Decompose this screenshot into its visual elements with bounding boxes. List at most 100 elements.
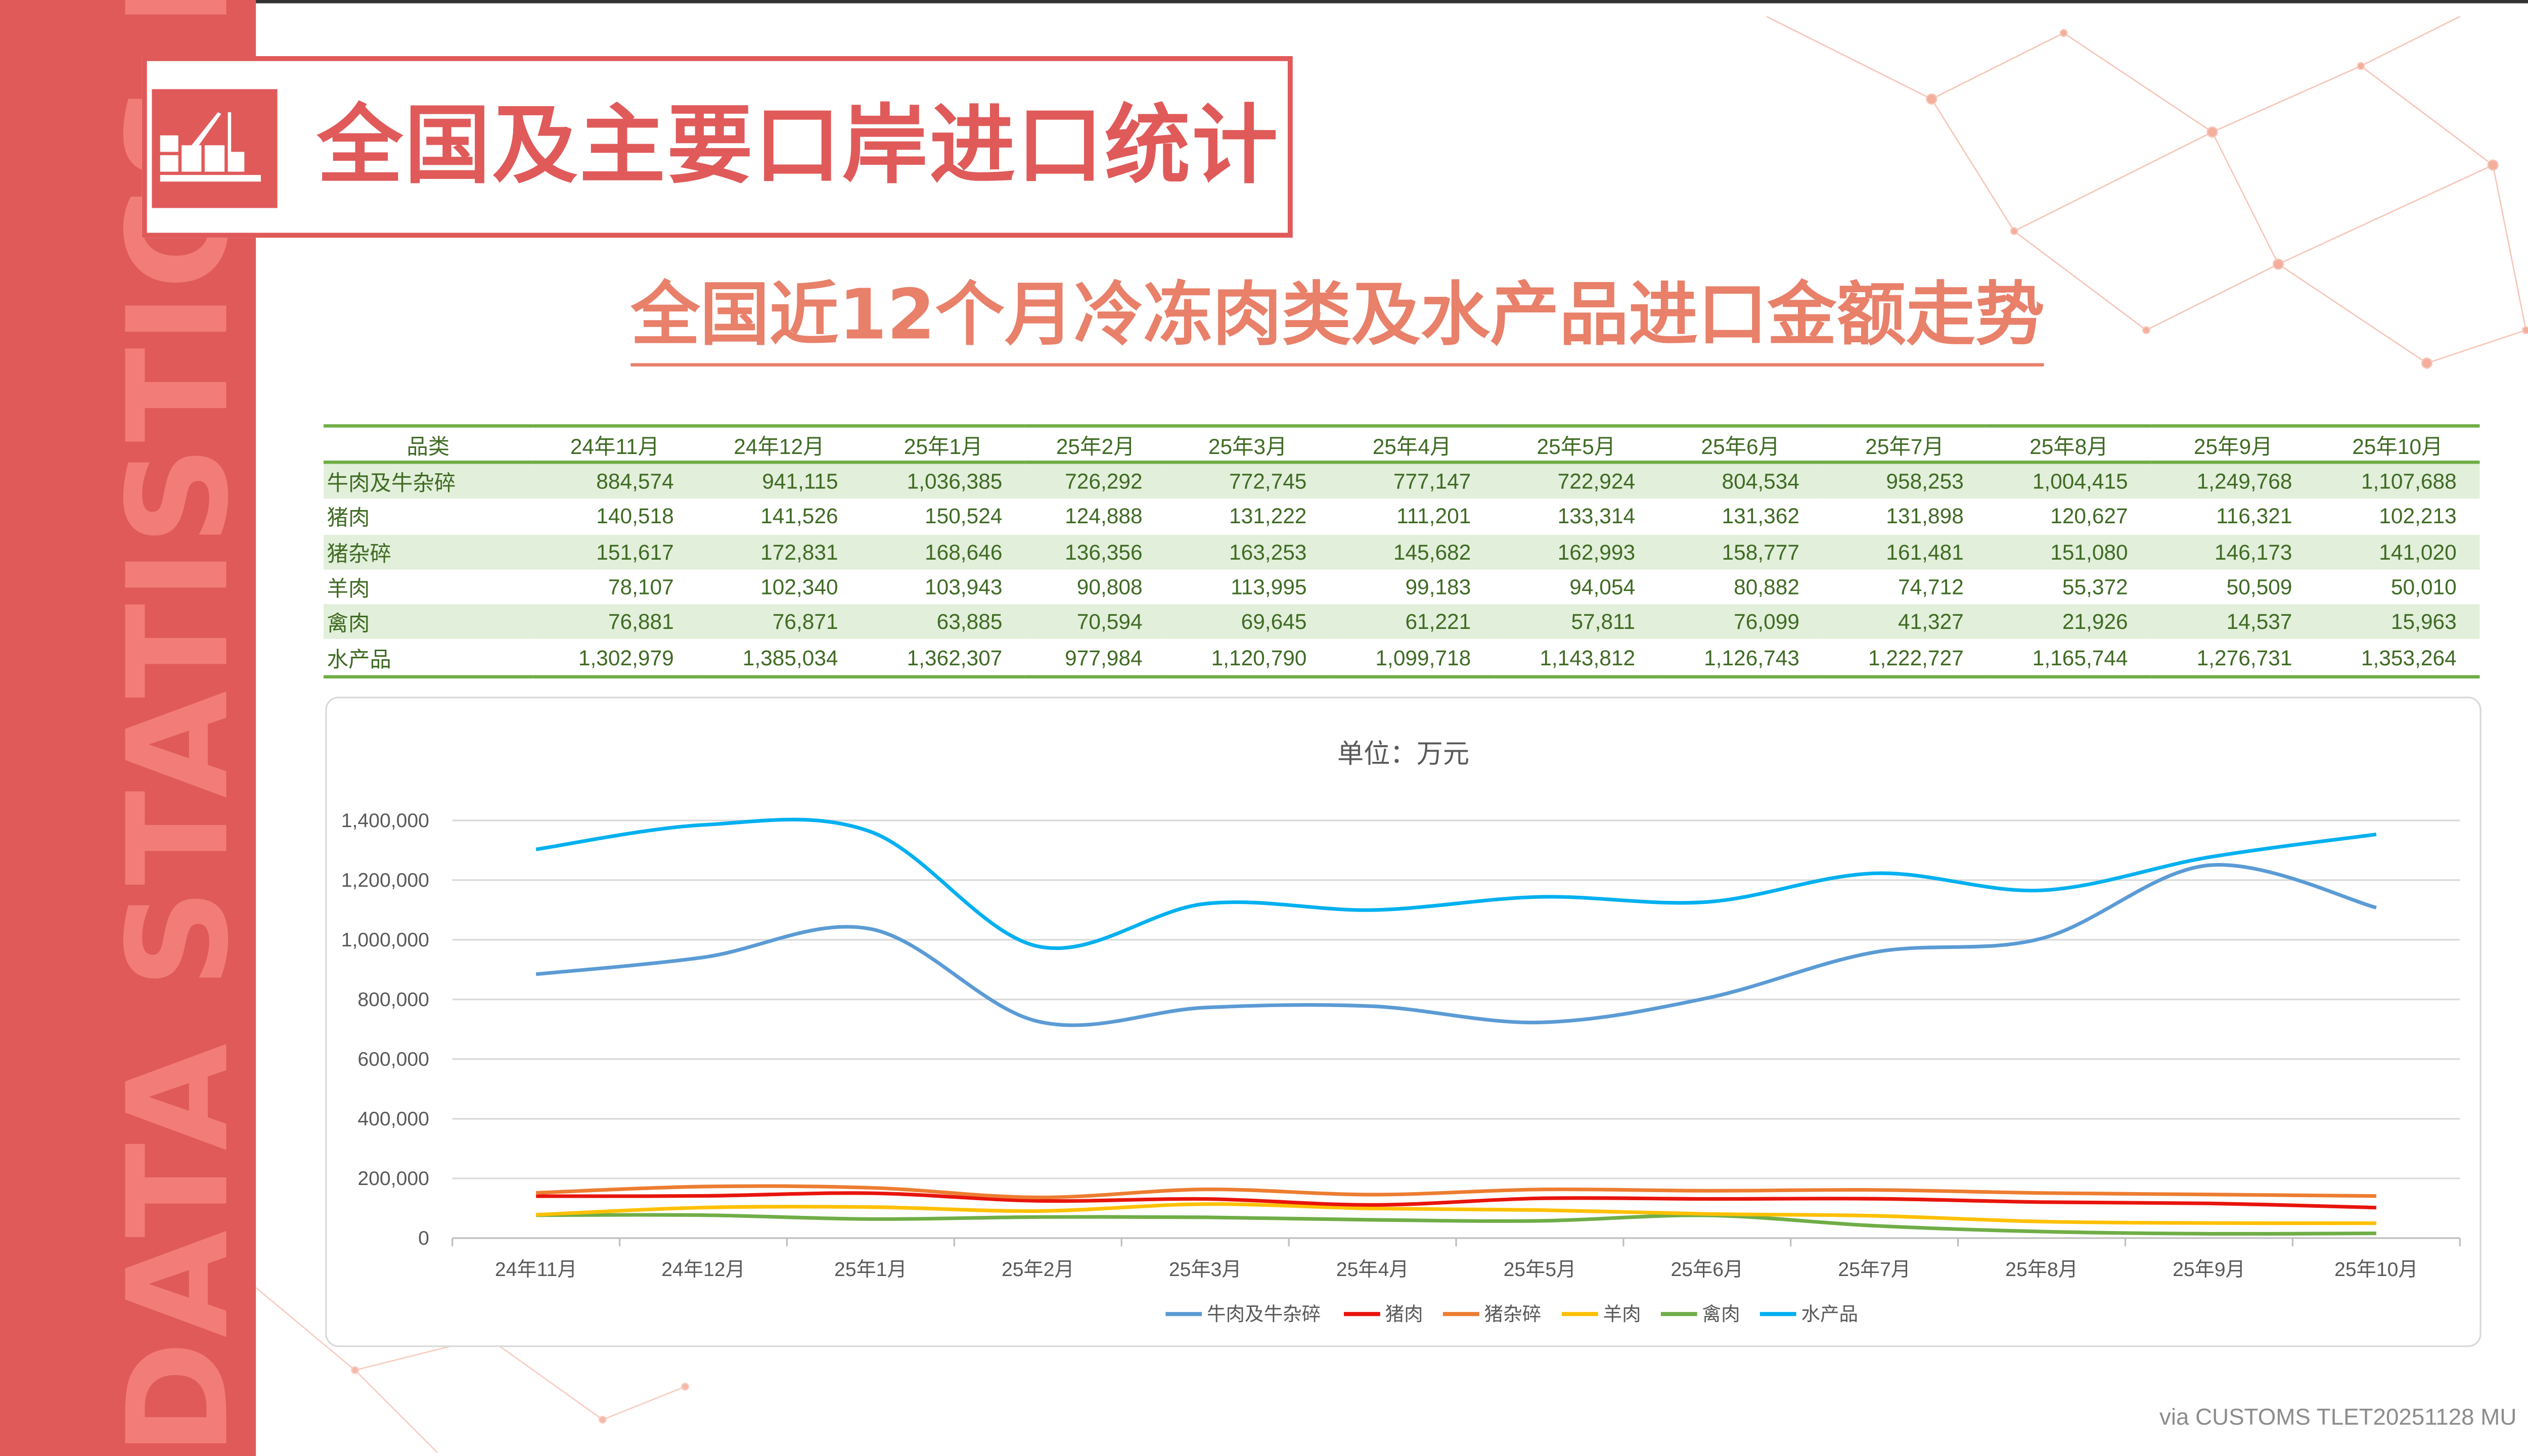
table-cell: 55,372 [2062,574,2128,600]
table-cell: 63,885 [861,604,1026,640]
table-cell: 61,221 [1330,604,1495,640]
table-cell: 78,107 [608,574,674,600]
section-icon-box [152,89,278,208]
table-cell: 41,327 [1822,604,1987,640]
table-cell: 21,926 [1987,604,2151,640]
table-cell: 70,594 [1025,604,1166,640]
table-cell: 1,099,718 [1330,640,1495,678]
table-row: 猪杂碎 151,617 172,831 168,646 136,356 163,253 14… [324,534,2480,570]
table-cell: 1,120,790 [1165,640,1330,678]
table-cell: 772,745 [1165,462,1330,499]
table-row: 禽肉 76,881 76,871 63,885 70,594 69,645 61,221 57… [324,604,2480,640]
table-cell: 133,314 [1557,504,1636,529]
table-cell: 958,253 [1822,462,1987,499]
table-cell: 131,898 [1886,504,1964,529]
table-cell: 804,534 [1658,462,1823,499]
data-table: 品类 24年11月 24年12月 25年1月 25年2月 25年3月 25年4月 25年5月 2… [324,424,2480,678]
table-cell: 1,362,307 [861,640,1026,678]
table-cell: 151,080 [1987,534,2151,570]
row-label: 猪杂碎 [324,534,533,570]
table-cell: 145,682 [1330,534,1495,570]
source-credit: via CUSTOMS TLET20251128 MU [2159,1403,2517,1430]
x-tick-label: 25年8月 [2005,1259,2078,1281]
table-cell: 1,107,688 [2315,462,2480,499]
table-row: 羊肉 78,107 102,340 103,943 90,808 113,995 99,18… [324,569,2479,605]
table-cell: 94,054 [1569,574,1636,600]
table-cell: 158,777 [1658,534,1823,570]
row-label: 禽肉 [324,604,533,640]
row-label: 水产品 [324,640,533,678]
top-border [0,0,2528,4]
table-cell: 1,165,744 [1987,640,2151,678]
x-tick-label: 25年1月 [834,1259,907,1281]
legend-label: 牛肉及牛杂碎 [1207,1303,1321,1325]
series-line-5 [535,817,2377,950]
page-title: 全国及主要口岸进口统计 [317,97,1280,197]
x-tick-label: 25年6月 [1671,1259,1743,1281]
table-cell: 74,712 [1898,574,1964,600]
network-decoration-icon [1766,16,2528,369]
y-tick-label: 1,400,000 [341,810,429,832]
table-cell: 136,356 [1025,534,1166,570]
table-cell: 69,645 [1165,604,1330,640]
table-cell: 150,524 [924,504,1003,529]
column-header-month: 24年12月 [697,424,862,464]
table-cell: 161,481 [1822,534,1987,570]
table-cell: 102,213 [2379,504,2457,529]
table-cell: 57,811 [1494,604,1658,640]
line-chart: 0 200,000 400,000 600,000 800,000 1,000,000 1,… [341,810,2461,1325]
table-cell: 1,353,264 [2315,640,2480,678]
table-cell: 14,537 [2151,604,2316,640]
row-label: 羊肉 [327,576,370,601]
table-cell: 120,627 [2050,504,2128,529]
table-cell: 151,617 [532,534,697,570]
table-row: 猪肉 140,518 141,526 150,524 124,888 131,222 111… [324,499,2479,534]
table-cell: 1,249,768 [2151,462,2316,499]
table-body: 牛肉及牛杂碎 884,574 941,115 1,036,385 726,292 772,… [324,462,2480,678]
y-tick-label: 0 [418,1227,429,1249]
x-tick-label: 25年10月 [2334,1259,2418,1281]
column-header-month: 24年11月 [532,424,697,464]
y-tick-label: 1,200,000 [341,870,429,891]
table-cell: 1,302,979 [532,640,697,678]
table-cell: 172,831 [697,534,862,570]
table-cell: 76,099 [1658,604,1823,640]
left-band: DATA STATISTICS REPORT [0,0,259,1456]
table-cell: 168,646 [861,534,1026,570]
crane-cargo-icon [160,112,261,182]
table-cell: 1,385,034 [697,640,862,678]
column-header-month: 25年9月 [2151,424,2316,464]
table-cell: 50,509 [2226,574,2292,600]
column-header-month: 25年1月 [861,424,1026,464]
chart-title: 单位：万元 [1337,738,1470,769]
table-cell: 76,881 [532,604,697,640]
table-cell: 163,253 [1165,534,1330,570]
table-cell: 99,183 [1405,574,1471,600]
table-row: 水产品 1,302,979 1,385,034 1,362,307 977,984 1,1… [324,640,2480,678]
column-header-month: 25年4月 [1330,424,1495,464]
table-cell: 15,963 [2315,604,2480,640]
table-cell: 80,882 [1734,574,1799,600]
column-header-month: 25年5月 [1494,424,1658,464]
series-line-2 [536,1184,2376,1200]
column-header-month: 25年6月 [1658,424,1823,464]
table-header-row: 品类 24年11月 24年12月 25年1月 25年2月 25年3月 25年4月 25年5月 2… [324,424,2480,464]
x-tick-label: 25年5月 [1504,1259,1576,1281]
x-tick-label: 24年11月 [495,1259,577,1281]
legend-label: 水产品 [1801,1303,1858,1325]
column-header-month: 25年8月 [1987,424,2151,464]
y-tick-label: 800,000 [357,989,429,1011]
table-cell: 113,995 [1231,574,1307,600]
table-cell: 124,888 [1065,504,1143,529]
table-cell: 977,984 [1025,640,1166,678]
table-cell: 941,115 [697,462,862,499]
x-tick-label: 24年12月 [661,1259,745,1281]
series-line-0 [535,863,2377,1027]
table-cell: 103,943 [924,574,1003,600]
table-cell: 131,362 [1722,504,1799,529]
y-tick-label: 600,000 [357,1049,429,1070]
series-line-1 [536,1191,2376,1210]
table-cell: 726,292 [1025,462,1166,499]
table-cell: 1,276,731 [2151,640,2316,678]
